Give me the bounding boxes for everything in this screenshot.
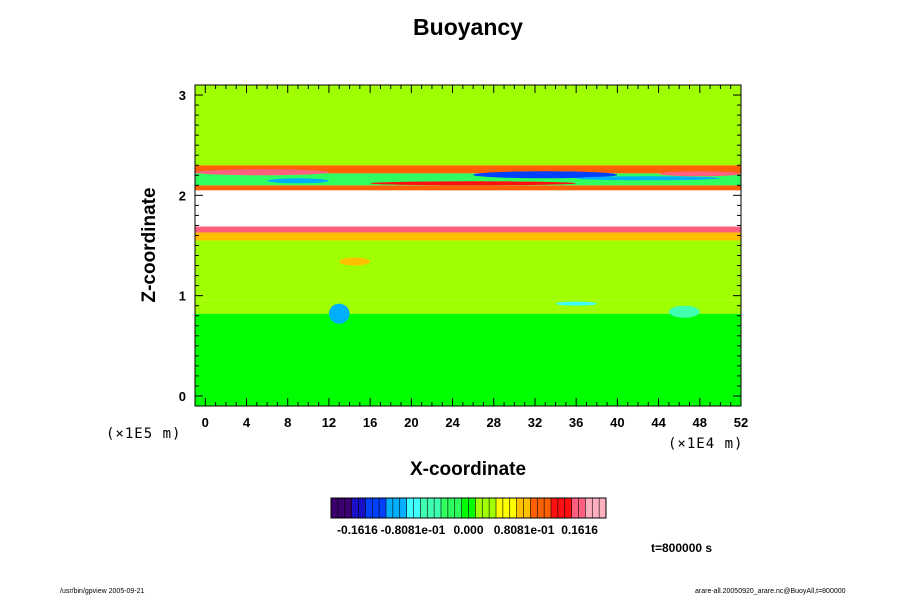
colorbar-label: -0.1616 bbox=[337, 523, 378, 537]
colorbar-swatch bbox=[413, 498, 421, 518]
colorbar: -0.1616 -0.8081e-01 0.000 0.8081e-01 0.1616 bbox=[330, 497, 607, 537]
heatmap-feature-6 bbox=[339, 257, 371, 266]
colorbar-label: 0.000 bbox=[453, 523, 483, 537]
colorbar-swatch bbox=[365, 498, 373, 518]
x-tick-label: 8 bbox=[284, 415, 291, 430]
colorbar-swatch bbox=[599, 498, 607, 518]
x-tick-label: 52 bbox=[734, 415, 748, 430]
heatmap-band-4 bbox=[195, 226, 741, 233]
y-tick-label: 3 bbox=[179, 88, 186, 103]
colorbar-swatch bbox=[523, 498, 531, 518]
colorbar-swatch bbox=[557, 498, 566, 518]
footer-right: arare-all.20050920_arare.nc@BuoyAll,t=80… bbox=[695, 588, 846, 595]
x-tick-label: 4 bbox=[243, 415, 251, 430]
colorbar-swatch bbox=[509, 498, 517, 518]
colorbar-swatch bbox=[537, 498, 545, 518]
colorbar-swatch bbox=[372, 498, 380, 518]
y-tick-label: 2 bbox=[179, 188, 186, 203]
colorbar-swatch bbox=[468, 498, 476, 518]
colorbar-label: 0.8081e-01 bbox=[494, 523, 555, 537]
x-tick-label: 0 bbox=[202, 415, 209, 430]
colorbar-swatch bbox=[454, 498, 462, 518]
colorbar-label: 0.1616 bbox=[561, 523, 598, 537]
x-tick-label: 28 bbox=[487, 415, 501, 430]
heatmap-feature-7 bbox=[195, 169, 329, 176]
colorbar-swatch bbox=[564, 498, 572, 518]
colorbar-label: -0.8081e-01 bbox=[381, 523, 446, 537]
x-tick-label: 48 bbox=[693, 415, 707, 430]
x-tick-label: 32 bbox=[528, 415, 542, 430]
colorbar-swatch bbox=[516, 498, 524, 518]
x-tick-label: 40 bbox=[610, 415, 624, 430]
time-label: t=800000 s bbox=[651, 541, 713, 555]
colorbar-swatch bbox=[544, 498, 552, 518]
x-tick-label: 20 bbox=[404, 415, 418, 430]
footer-left: /usr/bin/gpview 2005-09-21 bbox=[60, 588, 145, 595]
colorbar-swatch bbox=[392, 498, 401, 518]
heatmap-band-3 bbox=[195, 232, 741, 241]
x-tick-label: 24 bbox=[445, 415, 460, 430]
colorbar-swatch bbox=[406, 498, 414, 518]
heatmap-feature-0 bbox=[267, 178, 329, 184]
colorbar-swatch bbox=[571, 498, 579, 518]
x-tick-label: 16 bbox=[363, 415, 377, 430]
y-tick-label: 0 bbox=[179, 389, 186, 404]
colorbar-swatch bbox=[530, 498, 538, 518]
chart-title: Buoyancy bbox=[413, 14, 523, 40]
colorbar-swatch bbox=[441, 498, 449, 518]
colorbar-swatch bbox=[475, 498, 483, 518]
colorbar-swatch bbox=[331, 498, 339, 518]
x-tick-label: 36 bbox=[569, 415, 583, 430]
heatmap-feature-1 bbox=[473, 171, 618, 179]
colorbar-swatch bbox=[592, 498, 600, 518]
heatmap-band-9 bbox=[195, 85, 741, 166]
colorbar-swatch bbox=[502, 498, 511, 518]
heatmap-feature-2 bbox=[576, 176, 721, 181]
heatmap-band-6 bbox=[195, 185, 741, 191]
colorbar-swatch bbox=[358, 498, 366, 518]
colorbar-swatch bbox=[461, 498, 469, 518]
colorbar-swatch bbox=[447, 498, 456, 518]
heatmap-band-0 bbox=[195, 313, 741, 406]
colorbar-swatch bbox=[420, 498, 428, 518]
colorbar-swatch bbox=[434, 498, 442, 518]
heatmap-feature-8 bbox=[370, 181, 577, 186]
colorbar-swatch bbox=[496, 498, 504, 518]
colorbar-swatch bbox=[351, 498, 359, 518]
colorbar-swatch bbox=[551, 498, 559, 518]
colorbar-swatch bbox=[344, 498, 352, 518]
heatmap-band-2 bbox=[195, 240, 741, 301]
x-tick-label: 12 bbox=[322, 415, 336, 430]
colorbar-swatch bbox=[337, 498, 346, 518]
colorbar-frame bbox=[330, 497, 607, 519]
colorbar-swatch bbox=[482, 498, 490, 518]
x-tick-label: 44 bbox=[651, 415, 666, 430]
heatmap-band-5 bbox=[195, 190, 741, 227]
heatmap-feature-5 bbox=[668, 305, 700, 318]
heatmap-feature-3 bbox=[328, 303, 350, 324]
plot-area bbox=[195, 85, 741, 406]
colorbar-swatch bbox=[489, 498, 497, 518]
heatmap-feature-4 bbox=[555, 301, 597, 306]
x-unit-label: (×1E4 m) bbox=[668, 436, 744, 452]
heatmap-feature-9 bbox=[658, 171, 741, 177]
colorbar-swatch bbox=[427, 498, 435, 518]
colorbar-swatch bbox=[386, 498, 394, 518]
y-unit-label: (×1E5 m) bbox=[106, 426, 182, 442]
colorbar-swatch bbox=[399, 498, 407, 518]
x-axis-label: X-coordinate bbox=[409, 459, 527, 480]
colorbar-swatch bbox=[379, 498, 387, 518]
heatmap-band-8 bbox=[195, 165, 741, 174]
heatmap-band-1 bbox=[195, 300, 741, 314]
colorbar-swatch bbox=[585, 498, 593, 518]
y-tick-label: 1 bbox=[179, 289, 186, 304]
colorbar-swatch bbox=[578, 498, 586, 518]
